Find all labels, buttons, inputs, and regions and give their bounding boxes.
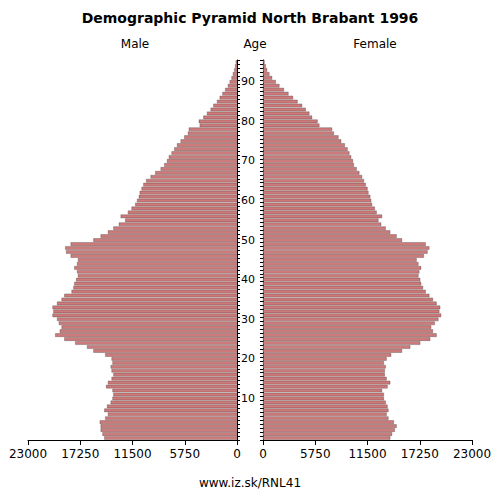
svg-text:17250: 17250 (401, 447, 439, 461)
svg-text:Female: Female (353, 37, 396, 51)
svg-text:10: 10 (241, 392, 255, 405)
svg-text:20: 20 (241, 352, 255, 365)
svg-text:23000: 23000 (453, 447, 491, 461)
svg-text:90: 90 (241, 75, 255, 88)
svg-text:80: 80 (241, 115, 255, 128)
svg-text:60: 60 (241, 194, 255, 207)
svg-text:23000: 23000 (9, 447, 47, 461)
svg-text:Age: Age (243, 37, 266, 51)
svg-text:70: 70 (241, 154, 255, 167)
svg-text:www.iz.sk/RNL41: www.iz.sk/RNL41 (199, 476, 301, 490)
svg-text:5750: 5750 (169, 447, 200, 461)
svg-text:50: 50 (241, 234, 255, 247)
svg-text:Male: Male (121, 37, 149, 51)
svg-text:17250: 17250 (61, 447, 99, 461)
svg-text:5750: 5750 (300, 447, 331, 461)
svg-text:30: 30 (241, 313, 255, 326)
svg-text:11500: 11500 (113, 447, 151, 461)
svg-text:0: 0 (259, 447, 267, 461)
svg-text:11500: 11500 (348, 447, 386, 461)
svg-text:0: 0 (233, 447, 241, 461)
svg-text:40: 40 (241, 273, 255, 286)
svg-text:Demographic Pyramid North Brab: Demographic Pyramid North Brabant 1996 (82, 10, 419, 26)
